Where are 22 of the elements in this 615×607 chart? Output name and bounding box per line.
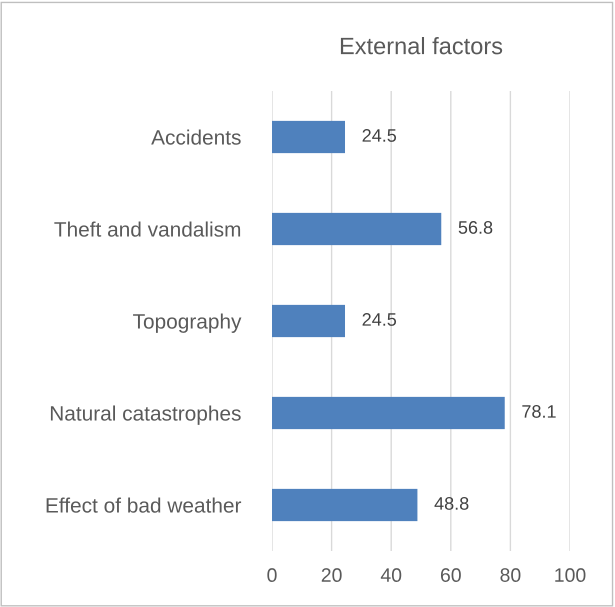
data-label: 24.5: [362, 129, 396, 142]
bar: [272, 120, 346, 154]
bar: [272, 304, 346, 338]
y-tick-label: Theft and vandalism: [54, 221, 240, 237]
x-tick-label: 60: [440, 568, 461, 582]
x-tick-label: 20: [322, 568, 342, 582]
data-label: 78.1: [522, 405, 556, 418]
y-tick-label: Natural catastrophes: [50, 405, 241, 425]
chart-title: External factors: [340, 36, 502, 54]
bar: [272, 396, 505, 430]
x-tick-label: 40: [380, 568, 402, 582]
data-label: 56.8: [458, 221, 492, 234]
y-tick-label: Accidents: [151, 129, 241, 145]
bar: [272, 488, 418, 522]
y-tick-label: Effect of bad weather: [46, 497, 242, 513]
x-tick-label: 0: [267, 568, 277, 582]
x-tick-label: 80: [500, 568, 520, 582]
x-tick-label: 100: [555, 568, 586, 582]
y-tick-label: Topography: [133, 313, 242, 333]
data-label: 48.8: [434, 497, 468, 510]
data-label: 24.5: [362, 313, 396, 326]
bar: [272, 212, 442, 246]
